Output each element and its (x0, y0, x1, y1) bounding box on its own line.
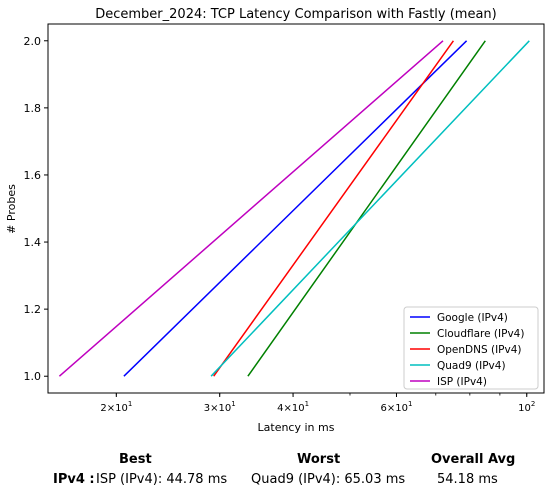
latency-chart: December_2024: TCP Latency Comparison wi… (5, 7, 545, 434)
series-layer (58, 40, 530, 377)
legend: Google (IPv4) Cloudflare (IPv4) OpenDNS (I… (403, 306, 539, 390)
series-line-4 (58, 40, 444, 377)
series-line-0 (123, 40, 468, 377)
series-line-2 (213, 40, 455, 377)
y-tick-label: 2.0 (24, 35, 42, 48)
x-axis-label: Latency in ms (258, 421, 335, 434)
chart-title: December_2024: TCP Latency Comparison wi… (95, 7, 497, 22)
legend-label: Cloudflare (IPv4) (437, 328, 524, 340)
y-tick-label: 1.4 (24, 236, 42, 249)
y-axis-label: # Probes (5, 184, 18, 234)
legend-label: Google (IPv4) (437, 312, 508, 324)
best-header: Best (119, 452, 152, 467)
plot-area (47, 23, 545, 394)
legend-label: Quad9 (IPv4) (437, 360, 506, 372)
y-tick-label: 1.6 (24, 169, 42, 182)
ipv4-row-label: IPv4 : (53, 472, 95, 487)
legend-label: OpenDNS (IPv4) (437, 344, 522, 356)
y-tick-label: 1.0 (24, 370, 42, 383)
x-tick-label: 2×101 (100, 400, 132, 414)
overall-avg-header: Overall Avg (431, 452, 516, 467)
x-tick-label: 4×101 (277, 400, 309, 414)
x-axis: 2×101 3×101 4×101 6×101 102 (100, 393, 535, 414)
worst-header: Worst (297, 452, 341, 467)
legend-box (403, 306, 539, 390)
x-tick-label: 6×101 (381, 400, 413, 414)
legend-label: ISP (IPv4) (437, 376, 487, 388)
series-line-3 (210, 40, 530, 377)
best-value: ISP (IPv4): 44.78 ms (96, 472, 228, 487)
overall-avg-value: 54.18 ms (437, 472, 498, 487)
series-line-1 (247, 40, 486, 377)
y-tick-label: 1.2 (24, 303, 42, 316)
x-tick-label: 102 (518, 400, 535, 414)
x-tick-label: 3×101 (204, 400, 236, 414)
y-axis: 1.0 1.2 1.4 1.6 1.8 2.0 (24, 35, 48, 383)
y-tick-label: 1.8 (24, 102, 42, 115)
worst-value: Quad9 (IPv4): 65.03 ms (251, 472, 406, 487)
